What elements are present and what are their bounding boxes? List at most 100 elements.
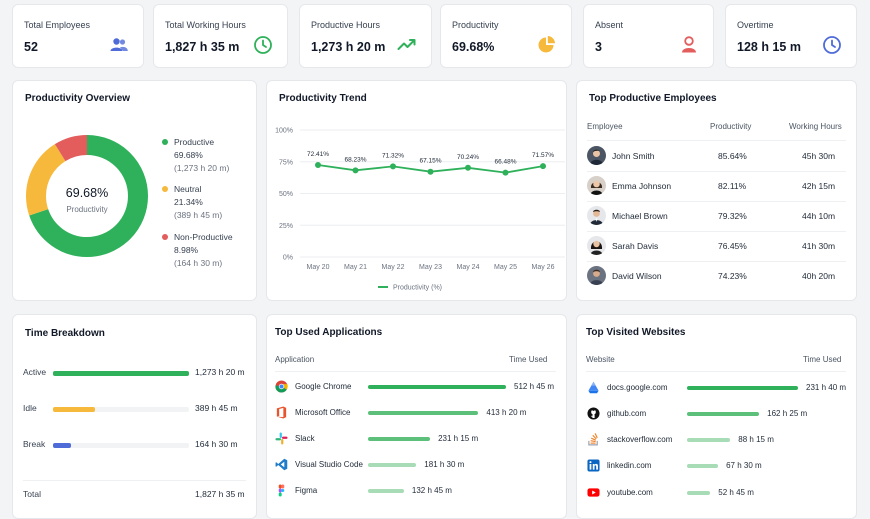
employee-hours: 44h 10m: [802, 211, 836, 221]
list-item[interactable]: Slack 231 h 15 m: [267, 431, 566, 447]
stat-value: 1,273 h 20 m: [311, 40, 386, 54]
clock-icon: [254, 36, 272, 54]
legend-neutral: Neutral 21.34% (389 h 45 m): [162, 183, 222, 222]
top-apps-panel: Top Used Applications Application Time U…: [266, 314, 567, 519]
column-header-employee: Employee: [587, 122, 623, 131]
trend-point: [315, 162, 321, 169]
legend-percent: 8.98%: [174, 245, 199, 255]
employee-productivity: 82.11%: [718, 181, 747, 191]
chrome-icon: [275, 380, 288, 393]
employee-name: Sarah Davis: [612, 241, 659, 251]
website-time: 52 h 45 m: [718, 488, 754, 497]
column-header-application: Application: [275, 355, 315, 364]
table-row[interactable]: Emma Johnson 82.11% 42h 15m: [577, 171, 856, 201]
employee-productivity: 79.32%: [718, 211, 747, 221]
breakdown-label: Idle: [23, 403, 37, 413]
breakdown-track: [53, 371, 189, 376]
linkedin-icon: [587, 459, 600, 472]
breakdown-label: Active: [23, 367, 47, 377]
column-header-time-used: Time Used: [509, 355, 548, 364]
table-row[interactable]: Michael Brown 79.32% 44h 10m: [577, 201, 856, 231]
list-item[interactable]: linkedin.com 67 h 30 m: [577, 458, 856, 474]
trend-point: [352, 167, 359, 174]
legend-name: Productive: [174, 137, 215, 147]
stat-card-overtime: Overtime 128 h 15 m: [725, 4, 857, 68]
column-header-working-hours: Working Hours: [789, 122, 842, 131]
list-item[interactable]: Microsoft Office 413 h 20 m: [267, 405, 566, 421]
employee-name: John Smith: [612, 151, 655, 161]
stat-label: Total Working Hours: [165, 20, 246, 30]
breakdown-track: [53, 407, 189, 412]
website-name: youtube.com: [607, 488, 653, 497]
list-item[interactable]: Visual Studio Code 181 h 30 m: [267, 457, 566, 473]
row-divider: [587, 201, 846, 202]
table-row[interactable]: John Smith 85.64% 45h 30m: [577, 141, 856, 171]
usage-bar: [368, 385, 506, 389]
website-name: github.com: [607, 409, 647, 418]
pie-icon: [538, 36, 555, 53]
usage-bar: [368, 463, 417, 467]
user-icon: [682, 36, 696, 53]
breakdown-track: [53, 443, 189, 448]
table-row[interactable]: Sarah Davis 76.45% 41h 30m: [577, 231, 856, 261]
trend-point-label: 66.48%: [494, 159, 516, 166]
app-time: 181 h 30 m: [424, 460, 465, 469]
productivity-trend-chart: 0% 25% 50% 75% 100% May 20 May 21 May 22 May 23…: [275, 128, 565, 292]
list-item[interactable]: youtube.com 52 h 45 m: [577, 485, 856, 501]
stat-value: 1,827 h 35 m: [165, 40, 240, 54]
panel-title: Productivity Overview: [25, 93, 131, 104]
trend-point-label: 72.41%: [307, 151, 329, 158]
column-header-time-used: Time Used: [803, 355, 842, 364]
x-tick-label: May 26: [532, 264, 555, 271]
stat-card-productive-hours: Productive Hours 1,273 h 20 m: [299, 4, 432, 68]
productivity-overview-panel: Productivity Overview 69.68% Productivit…: [12, 80, 257, 301]
app-time: 231 h 15 m: [438, 434, 479, 443]
google-docs-icon: [588, 381, 599, 394]
employee-productivity: 76.45%: [718, 241, 747, 251]
donut-center-value: 69.68%: [66, 186, 108, 200]
trend-point-label: 71.32%: [382, 152, 404, 159]
legend-non-productive: Non-Productive 8.98% (164 h 30 m): [162, 231, 233, 270]
stat-label: Overtime: [737, 20, 774, 30]
donut-segment-non-productive: [26, 135, 148, 257]
list-item[interactable]: github.com 162 h 25 m: [577, 406, 856, 422]
app-time: 413 h 20 m: [486, 408, 527, 417]
list-item[interactable]: stackoverflow.com 88 h 15 m: [577, 432, 856, 448]
stat-value: 128 h 15 m: [737, 40, 801, 54]
breakdown-row-active: Active 1,273 h 20 m: [13, 367, 256, 381]
employee-productivity: 74.23%: [718, 271, 747, 281]
stat-card-absent: Absent 3: [583, 4, 714, 68]
stat-card-total-working-hours: Total Working Hours 1,827 h 35 m: [153, 4, 288, 68]
legend-hours: (1,273 h 20 m): [174, 163, 230, 173]
top-websites-panel: Top Visited Websites Website Time Used d…: [576, 314, 857, 519]
y-tick-label: 50%: [279, 191, 293, 198]
list-item[interactable]: Figma 132 h 45 m: [267, 483, 566, 499]
usage-bar: [687, 491, 711, 495]
y-tick-label: 0%: [283, 255, 293, 262]
website-time: 67 h 30 m: [726, 461, 762, 470]
app-name: Slack: [295, 434, 315, 443]
app-name: Visual Studio Code: [295, 460, 363, 469]
users-icon: [110, 38, 128, 51]
panel-title: Time Breakdown: [25, 328, 105, 339]
usage-bar: [368, 411, 479, 415]
list-item[interactable]: docs.google.com 231 h 40 m: [577, 380, 856, 396]
stat-label: Productivity: [452, 20, 499, 30]
row-divider: [587, 261, 846, 262]
avatar: [587, 146, 606, 165]
breakdown-row-idle: Idle 389 h 45 m: [13, 403, 256, 417]
office-icon: [276, 406, 287, 419]
total-divider: [23, 480, 246, 481]
x-tick-label: May 23: [419, 264, 442, 271]
trend-legend-label: Productivity (%): [393, 285, 442, 292]
stat-label: Total Employees: [24, 20, 91, 30]
panel-title: Top Productive Employees: [589, 93, 717, 104]
trend-point-label: 67.15%: [419, 158, 441, 165]
figma-icon: [278, 484, 285, 497]
legend-percent: 21.34%: [174, 197, 203, 207]
table-row[interactable]: David Wilson 74.23% 40h 20m: [577, 261, 856, 291]
y-tick-label: 25%: [279, 223, 293, 230]
vscode-icon: [275, 458, 288, 471]
list-item[interactable]: Google Chrome 512 h 45 m: [267, 379, 566, 395]
stat-card-total-employees: Total Employees 52: [12, 4, 144, 68]
